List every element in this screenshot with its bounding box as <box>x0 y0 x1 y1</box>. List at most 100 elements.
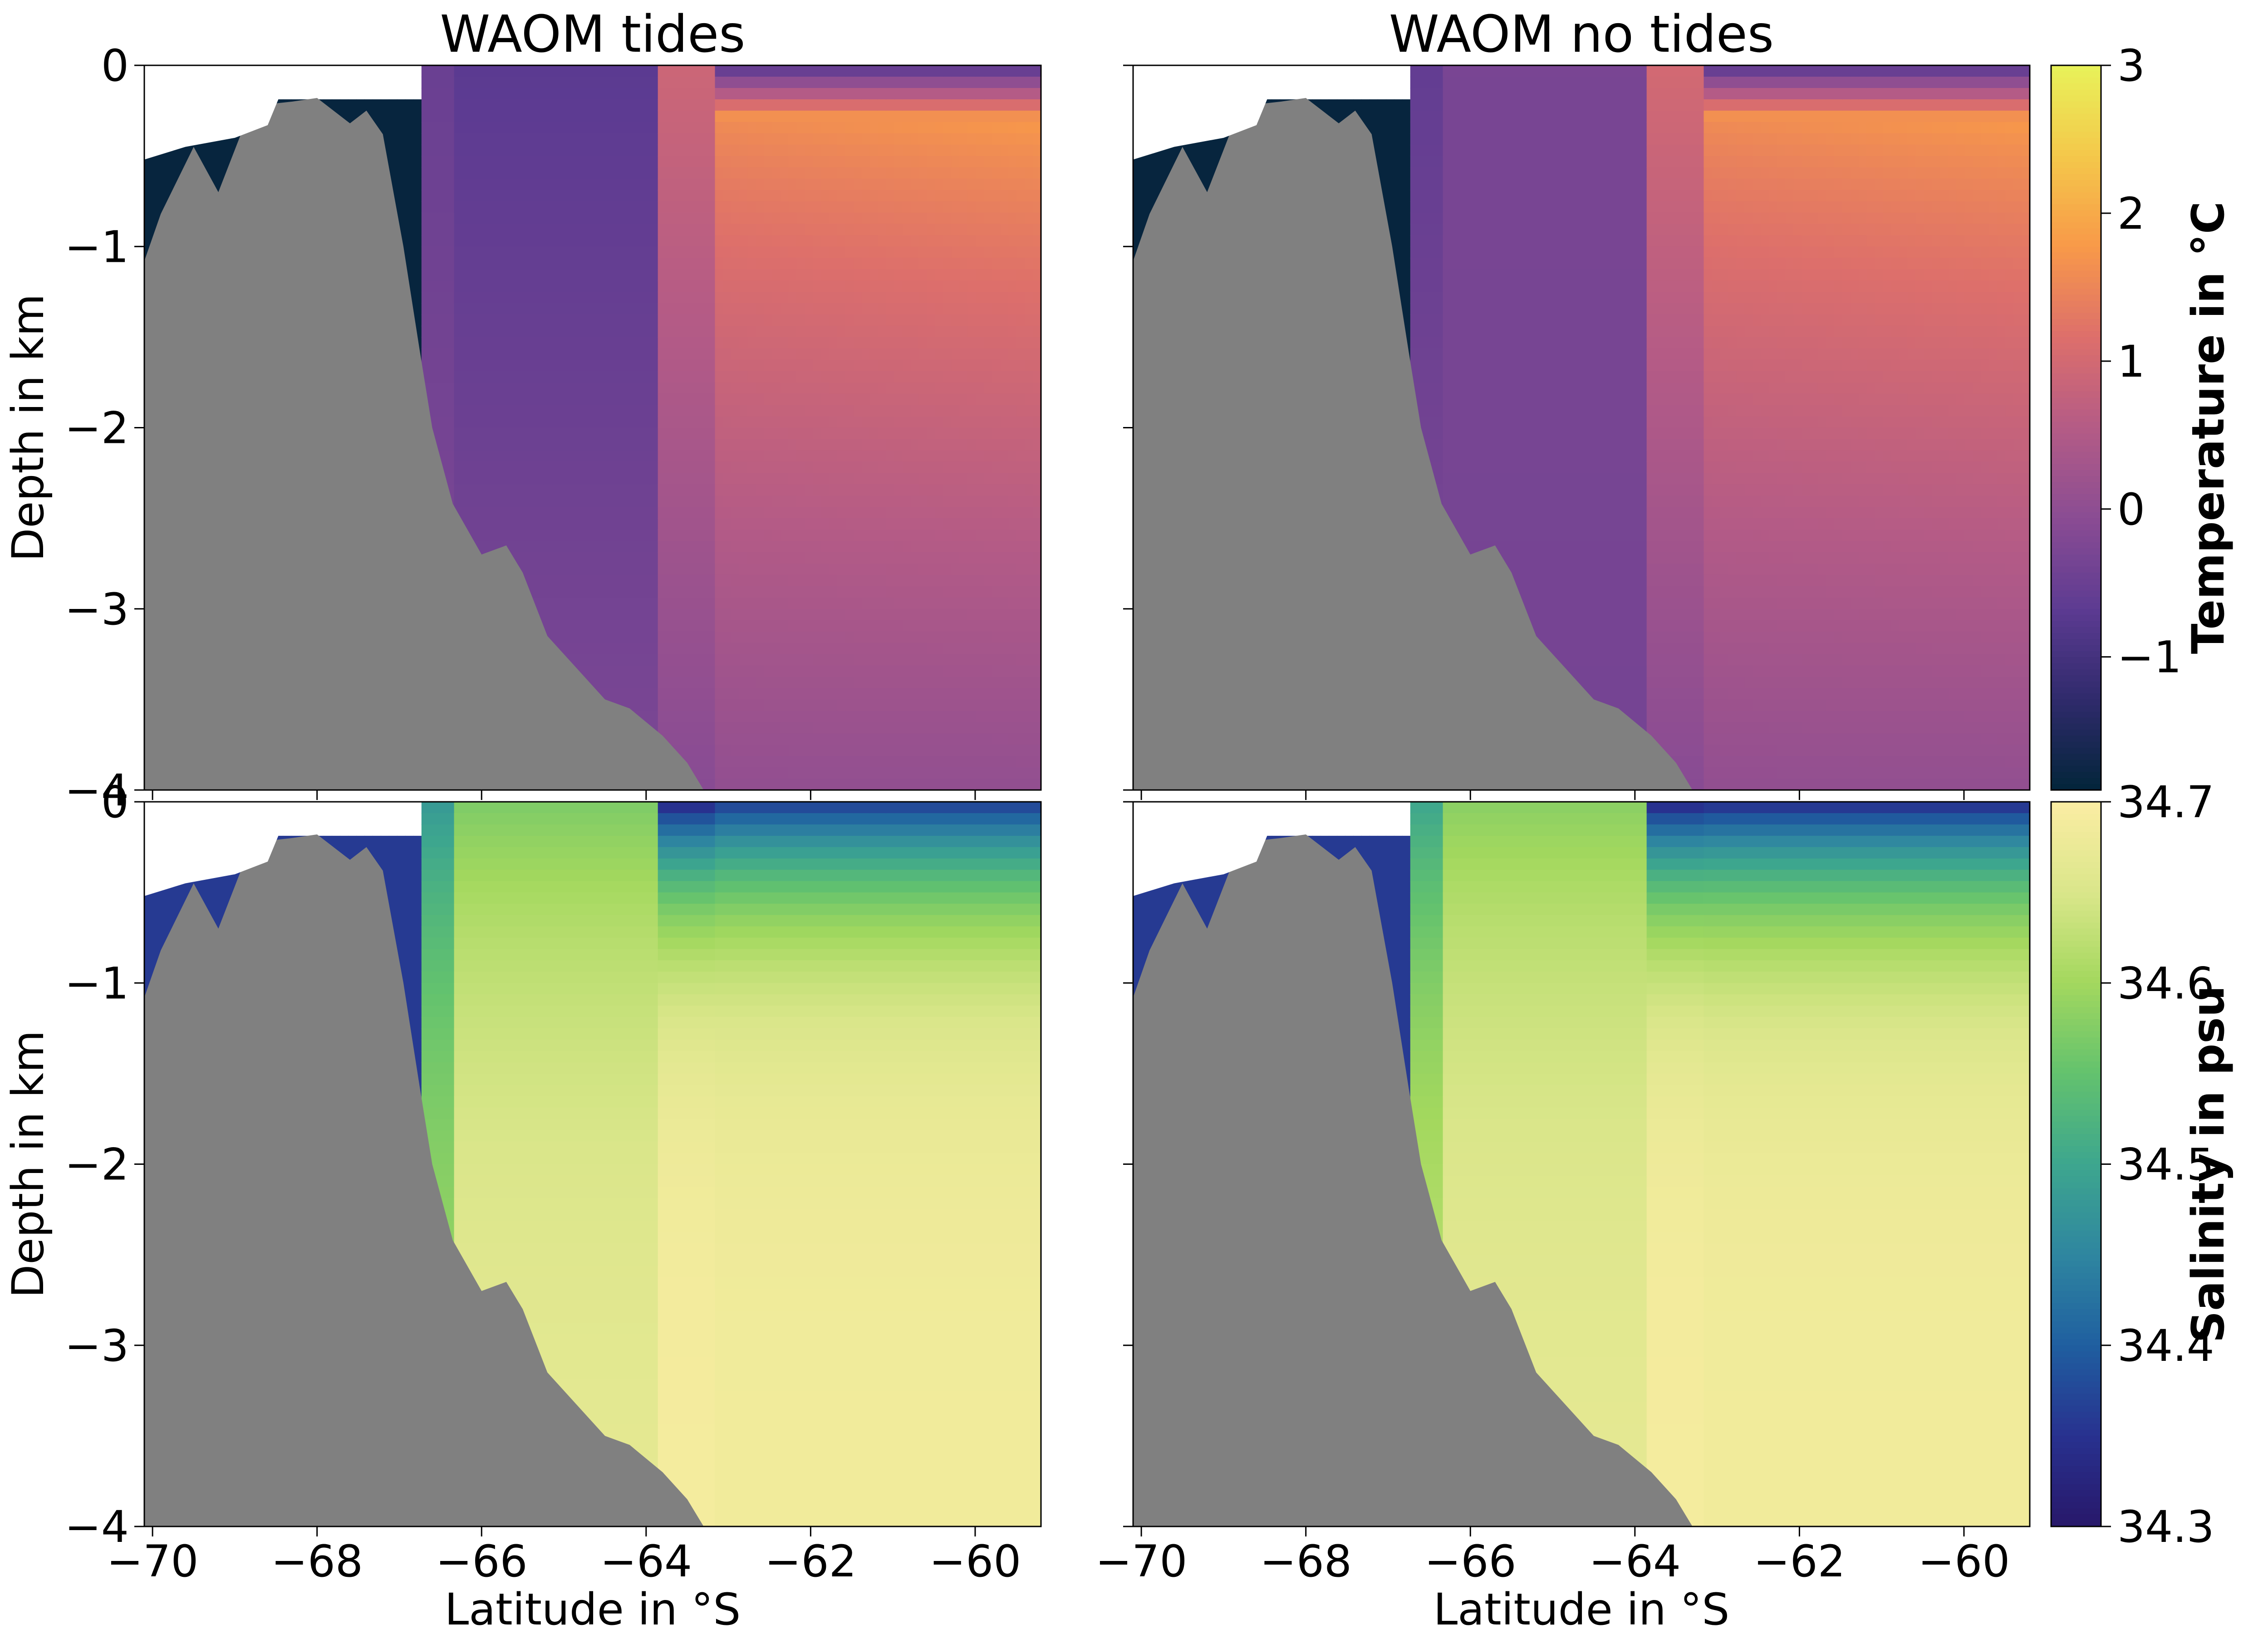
field-cell <box>560 541 569 553</box>
field-cell <box>625 450 634 462</box>
field-cell <box>609 269 618 281</box>
field-cell <box>486 144 496 157</box>
field-cell <box>625 280 634 293</box>
field-cell <box>421 337 430 349</box>
field-cell <box>609 65 618 77</box>
field-cell <box>633 609 642 621</box>
field-cell <box>609 280 618 293</box>
field-cell <box>454 258 463 270</box>
field-cell <box>698 212 707 225</box>
field-cell <box>535 530 545 542</box>
field-cell <box>707 201 716 213</box>
field-cell <box>454 461 463 474</box>
field-cell <box>731 779 740 790</box>
field-cell <box>617 133 626 145</box>
field-cell <box>470 303 479 315</box>
field-cell <box>707 427 716 440</box>
field-cell <box>478 496 487 508</box>
field-cell <box>625 314 634 326</box>
field-cell <box>666 597 675 609</box>
field-cell <box>454 246 463 259</box>
field-cell <box>437 348 447 360</box>
field-cell <box>723 371 732 383</box>
field-cell <box>405 201 414 213</box>
field-cell <box>666 77 675 88</box>
field-cell <box>698 745 707 757</box>
field-cell <box>437 269 447 281</box>
field-cell <box>715 496 724 508</box>
field-cell <box>690 484 699 496</box>
field-cell <box>723 530 732 542</box>
field-cell <box>593 654 601 666</box>
field-cell <box>747 337 756 349</box>
field-cell <box>511 450 520 462</box>
field-cell <box>682 178 691 191</box>
field-cell <box>723 496 732 508</box>
field-cell <box>413 190 422 202</box>
field-cell <box>707 337 716 349</box>
field-cell <box>544 212 553 225</box>
field-cell <box>609 393 618 406</box>
field-cell <box>764 507 773 519</box>
field-cell <box>682 88 691 100</box>
field-cell <box>486 65 496 77</box>
field-cell <box>764 156 773 168</box>
field-cell <box>723 518 732 530</box>
field-cell <box>601 371 609 383</box>
field-cell <box>641 178 650 191</box>
field-cell <box>674 677 683 689</box>
field-cell <box>780 620 789 632</box>
field-cell <box>495 416 504 428</box>
field-cell <box>519 314 528 326</box>
field-cell <box>527 99 536 111</box>
field-cell <box>625 167 634 179</box>
field-cell <box>723 99 732 111</box>
field-cell <box>698 563 707 575</box>
field-cell <box>527 405 536 417</box>
field-cell <box>780 325 789 338</box>
field-cell <box>552 586 561 598</box>
field-cell <box>731 88 740 100</box>
field-cell <box>739 167 748 179</box>
field-cell <box>144 190 153 202</box>
field-cell <box>649 371 658 383</box>
field-cell <box>649 688 658 700</box>
field-cell <box>584 201 593 213</box>
field-cell <box>503 99 512 111</box>
field-cell <box>731 133 740 145</box>
field-cell <box>486 461 496 474</box>
field-cell <box>731 677 740 689</box>
field-cell <box>576 224 585 236</box>
field-cell <box>511 201 520 213</box>
field-cell <box>739 371 748 383</box>
field-cell <box>527 427 536 440</box>
field-cell <box>739 688 748 700</box>
field-cell <box>617 530 626 542</box>
field-cell <box>788 541 797 553</box>
field-cell <box>658 631 667 643</box>
field-cell <box>780 314 789 326</box>
field-cell <box>429 156 438 168</box>
field-cell <box>601 382 609 394</box>
field-cell <box>674 178 683 191</box>
field-cell <box>552 235 561 247</box>
field-cell <box>544 178 553 191</box>
field-cell <box>666 246 675 259</box>
field-cell <box>747 586 756 598</box>
field-cell <box>690 507 699 519</box>
field-cell <box>747 427 756 440</box>
field-cell <box>715 541 724 553</box>
field-cell <box>772 767 781 780</box>
field-cell <box>470 371 479 383</box>
field-cell <box>470 269 479 281</box>
field-cell <box>731 427 740 440</box>
field-cell <box>747 258 756 270</box>
field-cell <box>495 484 504 496</box>
field-cell <box>144 167 153 179</box>
field-cell <box>658 337 667 349</box>
field-cell <box>641 235 650 247</box>
field-cell <box>772 348 781 360</box>
field-cell <box>674 325 683 338</box>
field-cell <box>633 518 642 530</box>
field-cell <box>707 699 716 712</box>
